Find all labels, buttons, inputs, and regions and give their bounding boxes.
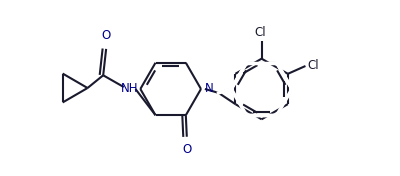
Text: O: O [102, 29, 111, 42]
Text: O: O [182, 143, 192, 156]
Text: NH: NH [121, 81, 138, 95]
Text: N: N [204, 83, 213, 95]
Text: Cl: Cl [255, 26, 266, 39]
Text: Cl: Cl [308, 59, 319, 71]
